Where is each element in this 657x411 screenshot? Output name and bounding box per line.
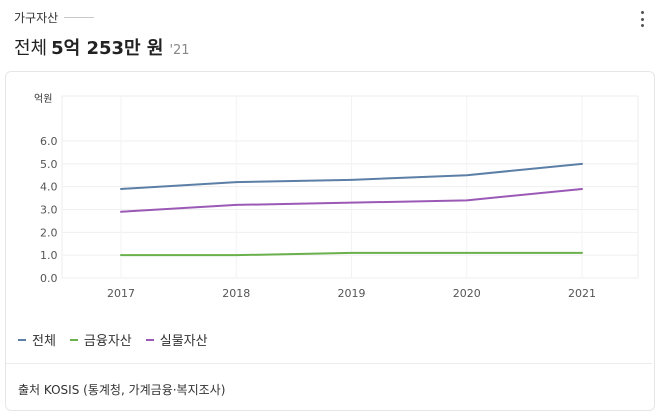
- x-tick-label: 2021: [568, 287, 596, 300]
- y-tick-label: 4.0: [40, 181, 58, 194]
- y-tick-label: 1.0: [40, 249, 58, 262]
- section-title-rule: [64, 17, 95, 18]
- legend-item-1[interactable]: 금융자산: [69, 330, 132, 349]
- source-note: 출처 KOSIS (통계청, 가계금융·복지조사): [18, 383, 226, 397]
- y-tick-label: 3.0: [40, 204, 58, 217]
- x-tick-label: 2017: [107, 287, 135, 300]
- footer-divider: [6, 363, 652, 364]
- y-tick-label: 6.0: [40, 135, 58, 148]
- y-tick-label: 2.0: [40, 226, 58, 239]
- summary-prefix: 전체: [14, 38, 48, 59]
- more-vertical-icon[interactable]: [634, 9, 650, 29]
- summary-headline: 전체 5억 253만 원 '21: [14, 34, 190, 60]
- legend-label: 금융자산: [83, 334, 132, 349]
- section-title: 가구자산: [14, 11, 59, 25]
- summary-value: 5억 253만 원: [51, 38, 164, 59]
- legend-label: 실물자산: [159, 334, 208, 349]
- y-axis-label: 억원: [34, 93, 52, 105]
- y-tick-label: 0.0: [40, 272, 58, 285]
- chart-card: [5, 71, 655, 411]
- x-tick-label: 2020: [453, 287, 481, 300]
- legend-swatch: [145, 338, 154, 341]
- y-tick-label: 5.0: [40, 158, 58, 171]
- legend-swatch: [69, 338, 78, 341]
- legend-item-2[interactable]: 실물자산: [145, 330, 208, 349]
- x-tick-label: 2018: [222, 287, 250, 300]
- series-line-1[interactable]: [120, 251, 583, 257]
- summary-year: '21: [169, 43, 190, 58]
- chart-legend: 전체 금융자산 실물자산: [18, 330, 222, 349]
- x-tick-label: 2019: [338, 287, 366, 300]
- legend-label: 전체: [32, 334, 56, 349]
- series-line-0[interactable]: [120, 162, 583, 190]
- legend-swatch: [18, 338, 26, 341]
- series-line-2[interactable]: [120, 187, 583, 213]
- legend-item-0[interactable]: 전체: [18, 330, 56, 349]
- section-label: 가구자산: [14, 9, 95, 26]
